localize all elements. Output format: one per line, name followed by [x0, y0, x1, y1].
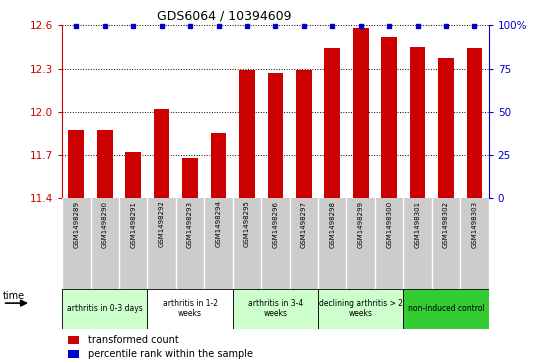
Bar: [296, 70, 312, 198]
Text: arthritis in 0-3 days: arthritis in 0-3 days: [67, 304, 143, 313]
Text: GSM1498289: GSM1498289: [73, 200, 79, 248]
Bar: [69, 130, 84, 198]
Bar: [239, 70, 255, 198]
Text: GSM1498301: GSM1498301: [415, 200, 421, 248]
Bar: [125, 152, 141, 198]
Bar: [318, 289, 403, 329]
Bar: [467, 48, 482, 198]
Text: GSM1498294: GSM1498294: [215, 200, 221, 248]
Bar: [410, 47, 426, 198]
Bar: [154, 109, 170, 198]
Text: percentile rank within the sample: percentile rank within the sample: [88, 349, 253, 359]
Text: non-induced control: non-induced control: [408, 304, 484, 313]
Bar: [268, 73, 283, 198]
Text: GSM1498295: GSM1498295: [244, 200, 250, 248]
Bar: [147, 289, 233, 329]
Text: declining arthritis > 2
weeks: declining arthritis > 2 weeks: [319, 299, 403, 318]
Text: GSM1498296: GSM1498296: [272, 200, 279, 248]
Text: arthritis in 3-4
weeks: arthritis in 3-4 weeks: [248, 299, 303, 318]
Bar: [62, 289, 147, 329]
Bar: [325, 48, 340, 198]
Bar: [97, 130, 112, 198]
Text: GSM1498291: GSM1498291: [130, 200, 136, 248]
Bar: [353, 28, 368, 198]
Text: GSM1498292: GSM1498292: [159, 200, 165, 248]
Text: GSM1498290: GSM1498290: [102, 200, 108, 248]
Text: GSM1498299: GSM1498299: [357, 200, 364, 248]
Text: time: time: [3, 291, 25, 301]
Text: GSM1498298: GSM1498298: [329, 200, 335, 248]
Bar: [233, 289, 318, 329]
Bar: [183, 158, 198, 198]
Bar: [381, 37, 397, 198]
Text: transformed count: transformed count: [88, 335, 179, 345]
Text: GSM1498303: GSM1498303: [471, 200, 477, 248]
Text: GSM1498293: GSM1498293: [187, 200, 193, 248]
Text: GDS6064 / 10394609: GDS6064 / 10394609: [157, 9, 292, 22]
Text: arthritis in 1-2
weeks: arthritis in 1-2 weeks: [163, 299, 218, 318]
Bar: [403, 289, 489, 329]
Text: GSM1498302: GSM1498302: [443, 200, 449, 248]
Text: GSM1498300: GSM1498300: [386, 200, 392, 248]
Bar: [211, 133, 226, 198]
Text: GSM1498297: GSM1498297: [301, 200, 307, 248]
Bar: [438, 58, 454, 198]
